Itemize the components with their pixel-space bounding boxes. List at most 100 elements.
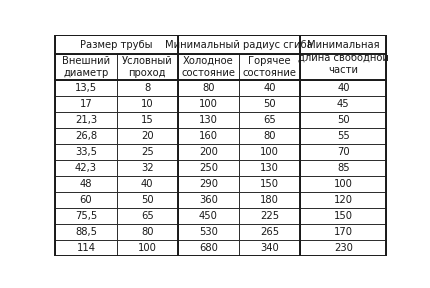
Bar [178,176,239,192]
Text: Условный
проход: Условный проход [122,56,172,78]
Text: 85: 85 [337,163,350,173]
Bar [239,144,300,160]
Bar [178,192,239,208]
Text: 17: 17 [80,99,92,109]
Bar [117,240,178,256]
Text: Размер трубы: Размер трубы [80,40,153,50]
Bar [239,176,300,192]
Bar [55,240,117,256]
Bar [300,35,386,80]
Text: 50: 50 [141,195,154,205]
Bar [55,128,117,144]
Bar [55,112,117,128]
Text: 50: 50 [263,99,276,109]
Text: 65: 65 [263,115,276,125]
Bar [117,160,178,176]
Bar [178,54,239,80]
Bar [239,224,300,240]
Text: 15: 15 [141,115,154,125]
Text: 150: 150 [334,211,353,221]
Text: Горячее
состояние: Горячее состояние [243,56,297,78]
Text: 530: 530 [199,227,218,237]
Text: Минимальный радиус сгиба: Минимальный радиус сгиба [165,40,313,50]
Bar [239,240,300,256]
Bar [117,128,178,144]
Bar [300,144,386,160]
Bar [300,112,386,128]
Text: 100: 100 [334,179,353,189]
Text: Внешний
диаметр: Внешний диаметр [62,56,110,78]
Bar [239,208,300,224]
Bar [300,160,386,176]
Bar [239,112,300,128]
Text: 26,8: 26,8 [75,131,97,141]
Text: 40: 40 [337,83,350,93]
Bar [300,240,386,256]
Bar [117,192,178,208]
Text: 48: 48 [80,179,92,189]
Bar [300,208,386,224]
Bar [55,35,178,54]
Text: Холодное
состояние: Холодное состояние [181,56,236,78]
Text: 75,5: 75,5 [75,211,97,221]
Bar [178,224,239,240]
Text: 170: 170 [334,227,353,237]
Text: 10: 10 [141,99,154,109]
Bar [55,208,117,224]
Text: 265: 265 [260,227,279,237]
Bar [300,192,386,208]
Text: 40: 40 [141,179,154,189]
Text: 100: 100 [199,99,218,109]
Text: 8: 8 [144,83,150,93]
Text: 130: 130 [199,115,218,125]
Bar [117,80,178,96]
Text: 42,3: 42,3 [75,163,97,173]
Text: 13,5: 13,5 [75,83,97,93]
Bar [55,224,117,240]
Text: 150: 150 [260,179,279,189]
Bar [239,128,300,144]
Text: 45: 45 [337,99,350,109]
Bar [178,144,239,160]
Bar [178,80,239,96]
Text: 120: 120 [334,195,353,205]
Bar [239,160,300,176]
Bar [55,176,117,192]
Bar [117,54,178,80]
Bar [300,96,386,112]
Bar [300,80,386,96]
Bar [117,144,178,160]
Text: 360: 360 [199,195,218,205]
Bar [178,128,239,144]
Text: 340: 340 [260,243,279,253]
Text: 70: 70 [337,147,350,157]
Text: 80: 80 [202,83,215,93]
Text: 80: 80 [141,227,154,237]
Text: 55: 55 [337,131,350,141]
Text: 60: 60 [80,195,92,205]
Bar [55,144,117,160]
Bar [178,35,300,54]
Text: 50: 50 [337,115,350,125]
Text: 450: 450 [199,211,218,221]
Text: 32: 32 [141,163,154,173]
Bar [178,96,239,112]
Text: 25: 25 [141,147,154,157]
Bar [178,208,239,224]
Bar [239,80,300,96]
Bar [178,160,239,176]
Bar [300,176,386,192]
Text: Минимальная
длина свободной
части: Минимальная длина свободной части [298,40,389,75]
Bar [55,96,117,112]
Text: 21,3: 21,3 [75,115,97,125]
Text: 200: 200 [199,147,218,157]
Text: 100: 100 [138,243,157,253]
Bar [300,224,386,240]
Bar [55,80,117,96]
Text: 88,5: 88,5 [75,227,97,237]
Text: 680: 680 [199,243,218,253]
Text: 65: 65 [141,211,154,221]
Text: 130: 130 [260,163,279,173]
Bar [178,112,239,128]
Bar [117,208,178,224]
